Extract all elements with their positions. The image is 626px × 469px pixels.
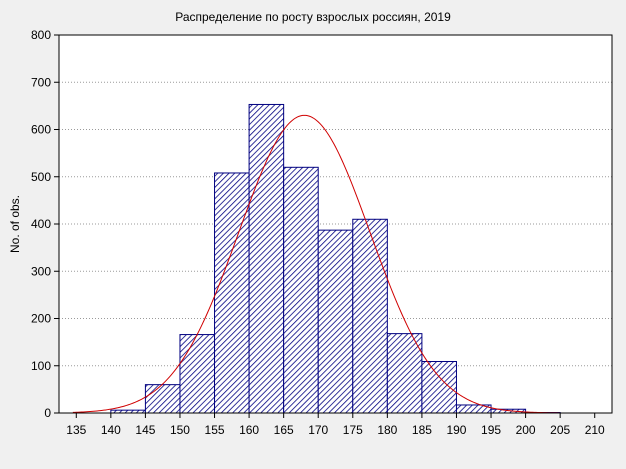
histogram-bar	[179, 334, 216, 414]
x-tick-label: 210	[585, 423, 605, 437]
x-tick-label: 185	[412, 423, 432, 437]
histogram-bar	[352, 218, 388, 414]
y-tick-label: 100	[31, 359, 51, 373]
x-tick-label: 160	[239, 423, 259, 437]
x-tick-label: 145	[135, 423, 155, 437]
histogram-bar	[490, 408, 527, 414]
y-tick-label: 200	[31, 312, 51, 326]
y-axis-label: No. of obs.	[8, 195, 22, 253]
y-tick-label: 500	[31, 170, 51, 184]
histogram-bar	[421, 360, 457, 414]
y-tick-label: 300	[31, 264, 51, 278]
x-tick-label: 155	[205, 423, 225, 437]
x-tick-label: 150	[170, 423, 190, 437]
y-tick-label: 400	[31, 217, 51, 231]
x-tick-label: 190	[446, 423, 466, 437]
histogram-bar	[248, 103, 285, 414]
y-tick-label: 0	[44, 406, 51, 420]
x-tick-label: 200	[516, 423, 536, 437]
x-tick-label: 165	[274, 423, 294, 437]
histogram-bar	[214, 172, 250, 414]
x-tick-label: 205	[550, 423, 570, 437]
chart-title: Распределение по росту взрослых россиян,…	[175, 10, 451, 24]
normal-curve	[72, 114, 561, 414]
x-tick-label: 195	[481, 423, 501, 437]
x-tick-label: 170	[308, 423, 328, 437]
plot-area: 0 100 200 300 400 500 600 700 800 135 140 145 150 155…	[31, 28, 613, 437]
histogram-bar	[144, 384, 181, 414]
histogram-bar	[386, 333, 423, 414]
x-tick-label: 135	[66, 423, 86, 437]
histogram-bar	[283, 166, 319, 414]
y-tick-label: 800	[31, 28, 51, 42]
x-tick-label: 180	[377, 423, 397, 437]
x-tick-label: 175	[343, 423, 363, 437]
y-tick-label: 700	[31, 75, 51, 89]
x-tick-label: 140	[101, 423, 121, 437]
y-tick-label: 600	[31, 123, 51, 137]
histogram-bar	[317, 229, 354, 414]
